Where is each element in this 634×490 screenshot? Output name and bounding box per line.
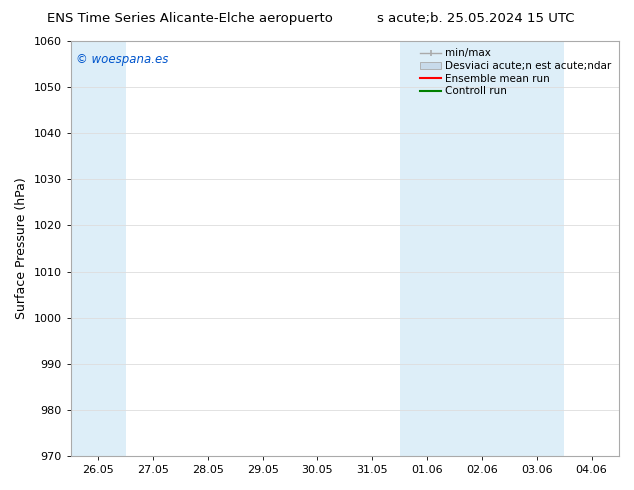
Bar <box>455 41 509 456</box>
Bar <box>509 41 564 456</box>
Bar <box>399 41 455 456</box>
Y-axis label: Surface Pressure (hPa): Surface Pressure (hPa) <box>15 178 28 319</box>
Text: ENS Time Series Alicante-Elche aeropuerto: ENS Time Series Alicante-Elche aeropuert… <box>48 12 333 25</box>
Text: © woespana.es: © woespana.es <box>76 53 169 67</box>
Bar <box>71 41 126 456</box>
Legend: min/max, Desviaci acute;n est acute;ndar, Ensemble mean run, Controll run: min/max, Desviaci acute;n est acute;ndar… <box>418 46 614 98</box>
Text: s acute;b. 25.05.2024 15 UTC: s acute;b. 25.05.2024 15 UTC <box>377 12 574 25</box>
